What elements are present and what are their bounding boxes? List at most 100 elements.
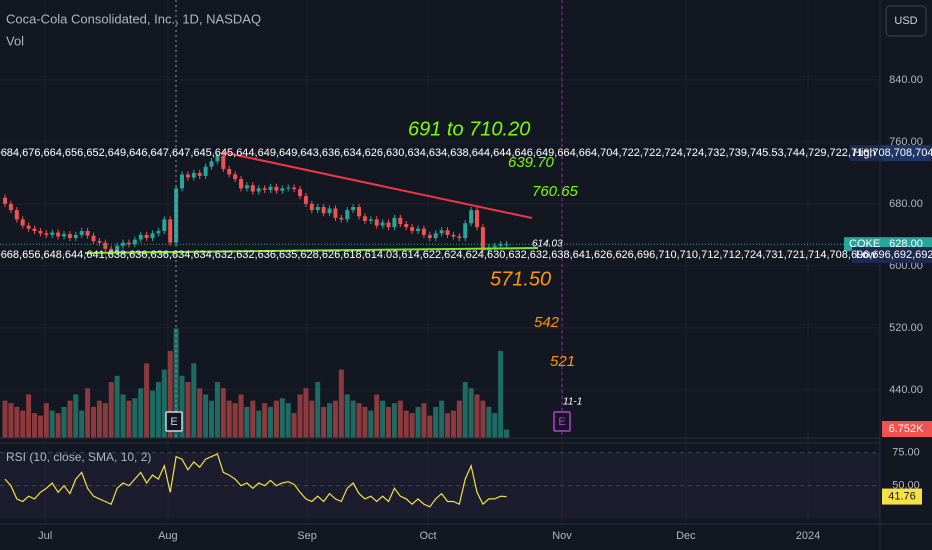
volume-bar (155, 382, 161, 438)
volume-bar (409, 413, 415, 438)
volume-bar (427, 415, 433, 438)
volume-bar (73, 394, 79, 438)
candle-body (498, 244, 503, 246)
earnings-badge (553, 411, 571, 432)
candle-body (50, 232, 55, 235)
candle-body (132, 239, 137, 245)
candle-body (457, 236, 462, 238)
candle-body (221, 155, 226, 169)
volume-bar (368, 410, 374, 438)
candle-body (368, 219, 373, 221)
volume-bar (126, 400, 132, 438)
volume-bar (114, 375, 120, 438)
candle-body (56, 232, 61, 237)
volume-bar (185, 382, 191, 438)
volume-bar (421, 403, 427, 438)
high-value: 692,684,676,664,656,652,649,646,647,647,… (0, 147, 932, 159)
volume-bar (120, 394, 126, 438)
candle-body (14, 210, 19, 220)
currency-button[interactable] (885, 5, 927, 37)
volume-bar (209, 400, 215, 438)
candle-body (357, 206, 362, 217)
candle-body (445, 230, 450, 235)
candle-body (315, 206, 320, 211)
volume-bar (332, 400, 338, 438)
volume-bar (397, 400, 403, 438)
candle-body (150, 233, 155, 238)
volume-bar (268, 406, 274, 438)
volume-bar (380, 400, 386, 438)
volume-bar (327, 403, 333, 438)
annotation: 571.50 (490, 268, 551, 290)
candle-body (26, 225, 31, 229)
candle-body (475, 210, 480, 228)
candle-body (421, 228, 426, 235)
volume-bar (256, 410, 262, 438)
candle-body (162, 219, 167, 232)
candle-body (286, 187, 291, 189)
candle-body (79, 231, 84, 235)
candle-body (197, 172, 202, 176)
volume-bar (486, 406, 492, 438)
volume-last-label: 6.752K (889, 423, 925, 435)
rsi-last-box (882, 488, 922, 505)
candle-body (309, 203, 314, 211)
candle-body (103, 242, 108, 249)
candle-body (67, 234, 72, 238)
trend-line (221, 151, 533, 219)
candle-body (433, 233, 438, 238)
volume-bar (462, 382, 468, 438)
currency[interactable]: USD (894, 15, 917, 27)
candle-body (480, 227, 485, 251)
volume-title: Vol (6, 33, 24, 48)
trend-line (84, 247, 539, 254)
candle-body (339, 217, 344, 220)
volume-bar (144, 363, 150, 438)
volume-bar (2, 400, 8, 438)
y-tick-label: 760.00 (889, 136, 923, 148)
volume-bar (315, 382, 321, 438)
volume-bar (61, 406, 67, 438)
candle-body (345, 210, 350, 220)
volume-bar (415, 406, 421, 438)
y-tick-label: 520.00 (889, 322, 923, 334)
volume-bar (244, 406, 250, 438)
candle-body (380, 222, 385, 226)
volume-bar (214, 382, 220, 438)
volume-bar (450, 410, 456, 438)
volume-bar (492, 413, 498, 438)
volume-bar (20, 410, 26, 438)
high-label: High (853, 147, 876, 159)
volume-bar (445, 413, 451, 438)
candle-body (292, 187, 297, 190)
candle-body (303, 196, 308, 204)
candle-body (32, 228, 37, 232)
volume-bar (285, 403, 291, 438)
candle-body (410, 227, 415, 232)
volume-bar (55, 413, 61, 438)
volume-bar (220, 388, 226, 438)
volume-bar (167, 350, 173, 438)
rsi-last-label: 41.76 (888, 490, 916, 502)
volume-bar (226, 400, 232, 438)
volume-bar (150, 390, 156, 438)
volume-bar (273, 400, 279, 438)
volume-bar (132, 398, 138, 438)
rsi-line (4, 453, 507, 508)
volume-bar (102, 403, 108, 438)
candle-body (191, 172, 196, 178)
low-value: 676,668,656,648,644,641,638,636,636,634,… (0, 249, 932, 261)
annotation: 542 (534, 314, 560, 331)
candle-body (469, 210, 474, 224)
volume-bar (468, 388, 474, 438)
y-tick-label: 75.00 (892, 447, 920, 459)
candle-body (156, 231, 161, 234)
annotation: 614.03 (532, 239, 563, 250)
volume-bar (356, 403, 362, 438)
volume-bar (179, 375, 185, 438)
candle-body (451, 234, 456, 237)
candle-body (268, 186, 273, 190)
candle-body (427, 234, 432, 238)
earnings-marker: E (558, 416, 565, 428)
candle-body (463, 223, 468, 238)
